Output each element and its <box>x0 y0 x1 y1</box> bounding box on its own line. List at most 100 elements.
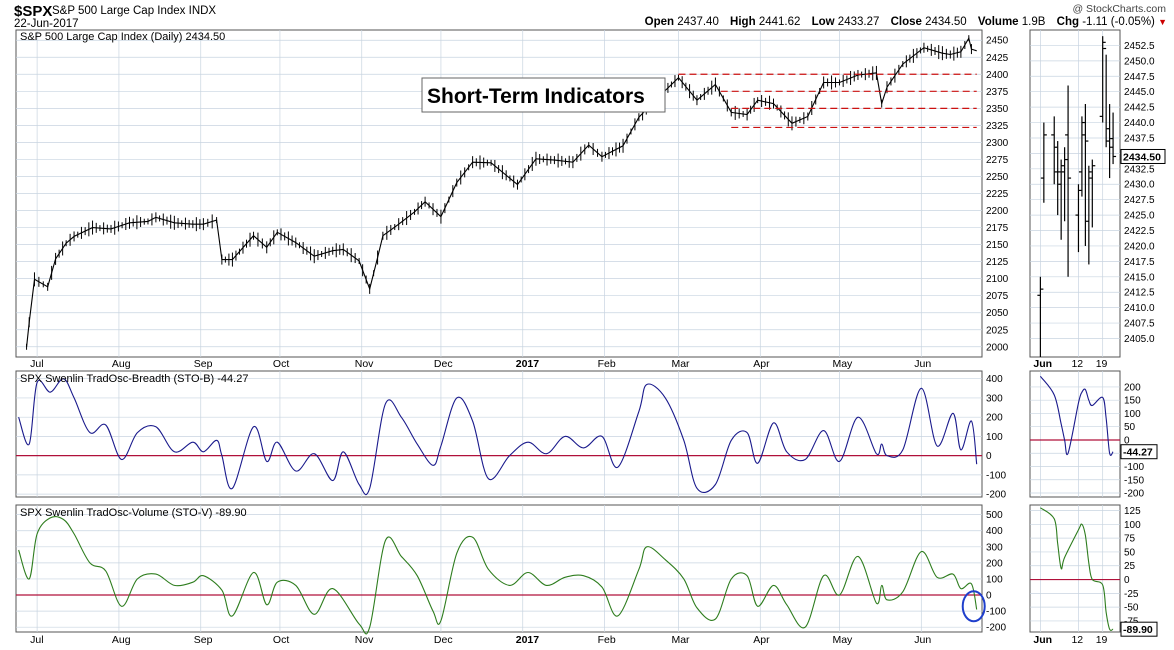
y-tick-label: 2445.0 <box>1124 87 1155 98</box>
volume-osc-zoom-line <box>1040 507 1114 631</box>
x-tick-label: Oct <box>273 358 289 370</box>
y-tick-label: 0 <box>1124 575 1130 586</box>
x-tick-label: Feb <box>598 358 616 370</box>
x-tick-label: Aug <box>112 634 131 646</box>
index-name: S&P 500 Large Cap Index <box>52 5 186 17</box>
volume-value: 1.9B <box>1021 16 1046 28</box>
x-tick-label: Dec <box>434 358 453 370</box>
last-value-label: 2434.50 <box>1123 151 1161 163</box>
y-tick-label: 2400 <box>986 70 1009 81</box>
close-label: Close <box>890 16 922 28</box>
y-tick-label: 2407.5 <box>1124 319 1155 330</box>
x-tick-label: 2017 <box>516 634 540 646</box>
y-tick-label: 2225 <box>986 189 1009 200</box>
y-tick-label: 200 <box>1124 382 1141 393</box>
y-tick-label: 2417.5 <box>1124 257 1155 268</box>
x-tick-label: Mar <box>671 634 690 646</box>
low-value: 2433.27 <box>837 16 880 28</box>
y-tick-label: 2275 <box>986 155 1009 166</box>
y-tick-label: 200 <box>986 558 1003 569</box>
y-tick-label: -200 <box>986 490 1006 501</box>
y-tick-label: 100 <box>1124 520 1141 531</box>
x-tick-label: 12 <box>1071 358 1083 370</box>
y-tick-label: 2300 <box>986 138 1009 149</box>
y-tick-label: 2442.5 <box>1124 103 1155 114</box>
y-tick-label: 500 <box>986 510 1003 521</box>
y-tick-label: 2325 <box>986 121 1009 132</box>
y-tick-label: 50 <box>1124 422 1136 433</box>
y-tick-label: 2437.5 <box>1124 133 1155 144</box>
symbol-name: S&P 500 Large Cap Index INDX <box>52 5 216 17</box>
chg-label: Chg <box>1056 16 1080 28</box>
low-label: Low <box>811 16 835 28</box>
y-tick-label: 2075 <box>986 291 1009 302</box>
close-value: 2434.50 <box>925 16 967 28</box>
y-tick-label: 0 <box>1124 435 1130 446</box>
y-tick-label: -200 <box>1124 489 1144 500</box>
y-tick-label: 300 <box>986 393 1003 404</box>
y-tick-label: 2427.5 <box>1124 195 1155 206</box>
y-tick-label: 2425 <box>986 53 1009 64</box>
y-tick-label: 400 <box>986 374 1003 385</box>
y-tick-label: 0 <box>986 451 992 462</box>
highlight-circle <box>961 590 986 623</box>
chart-marks <box>16 35 1120 635</box>
ohlc-readout: Open 2437.40 High 2441.62 Low 2433.27 Cl… <box>645 16 1167 28</box>
x-tick-label: Apr <box>753 634 770 646</box>
x-tick-label: May <box>832 358 853 370</box>
open-label: Open <box>644 16 675 28</box>
y-tick-label: 300 <box>986 542 1003 553</box>
x-tick-label: Aug <box>112 358 131 370</box>
y-tick-label: 100 <box>1124 409 1141 420</box>
y-tick-label: 2175 <box>986 223 1009 234</box>
annotation-text: Short-Term Indicators <box>427 85 645 108</box>
chart-date: 22-Jun-2017 <box>14 18 79 30</box>
zoom-panel-frame <box>1029 370 1121 498</box>
y-tick-label: 2415.0 <box>1124 272 1155 283</box>
x-tick-label: Jun <box>914 634 931 646</box>
y-tick-label: 0 <box>986 591 992 602</box>
x-tick-label: Nov <box>355 634 374 646</box>
y-tick-label: 2250 <box>986 172 1009 183</box>
y-tick-label: -150 <box>1124 475 1144 486</box>
y-tick-label: -50 <box>1124 603 1139 614</box>
y-tick-label: 2000 <box>986 342 1009 353</box>
y-tick-label: -100 <box>1124 462 1144 473</box>
y-tick-label: 2025 <box>986 325 1009 336</box>
last-value-label: -44.27 <box>1123 447 1153 459</box>
breadth-panel-title: SPX Swenlin TradOsc-Breadth (STO-B) -44.… <box>20 373 248 385</box>
x-tick-label: Apr <box>753 358 770 370</box>
x-tick-label: Jun <box>914 358 931 370</box>
x-tick-label: Oct <box>273 634 289 646</box>
chart-text: 2000202520502075210021252150217522002225… <box>20 31 1166 646</box>
chg-value: -1.11 (-0.05%) <box>1082 16 1155 28</box>
annotation-box <box>421 77 666 113</box>
x-tick-label: Jul <box>30 634 43 646</box>
volume-osc-line <box>18 516 978 635</box>
x-tick-label: 19 <box>1096 634 1108 646</box>
last-value-label: -89.90 <box>1123 624 1153 636</box>
exchange-label: INDX <box>188 5 217 17</box>
y-tick-label: 2375 <box>986 87 1009 98</box>
x-tick-label: Nov <box>355 358 374 370</box>
y-tick-label: 2410.0 <box>1124 303 1155 314</box>
y-tick-label: -25 <box>1124 589 1139 600</box>
high-value: 2441.62 <box>758 16 801 28</box>
x-tick-label: 12 <box>1071 634 1083 646</box>
y-tick-label: 2440.0 <box>1124 118 1155 129</box>
y-tick-label: 2422.5 <box>1124 226 1155 237</box>
x-tick-label: Feb <box>598 634 616 646</box>
y-tick-label: 2450.0 <box>1124 56 1155 67</box>
high-label: High <box>730 16 756 28</box>
y-tick-label: 2432.5 <box>1124 164 1155 175</box>
symbol: $SPX <box>14 3 53 20</box>
y-tick-label: 2420.0 <box>1124 241 1155 252</box>
y-tick-label: -200 <box>986 623 1006 634</box>
y-tick-label: 2450 <box>986 36 1009 47</box>
last-value-box <box>1120 621 1158 637</box>
x-tick-label: Dec <box>434 634 453 646</box>
x-tick-label: 2017 <box>516 358 540 370</box>
x-tick-label: 19 <box>1096 358 1108 370</box>
down-arrow-icon: ▼ <box>1158 17 1167 27</box>
price-panel-title: S&P 500 Large Cap Index (Daily) 2434.50 <box>20 31 225 43</box>
